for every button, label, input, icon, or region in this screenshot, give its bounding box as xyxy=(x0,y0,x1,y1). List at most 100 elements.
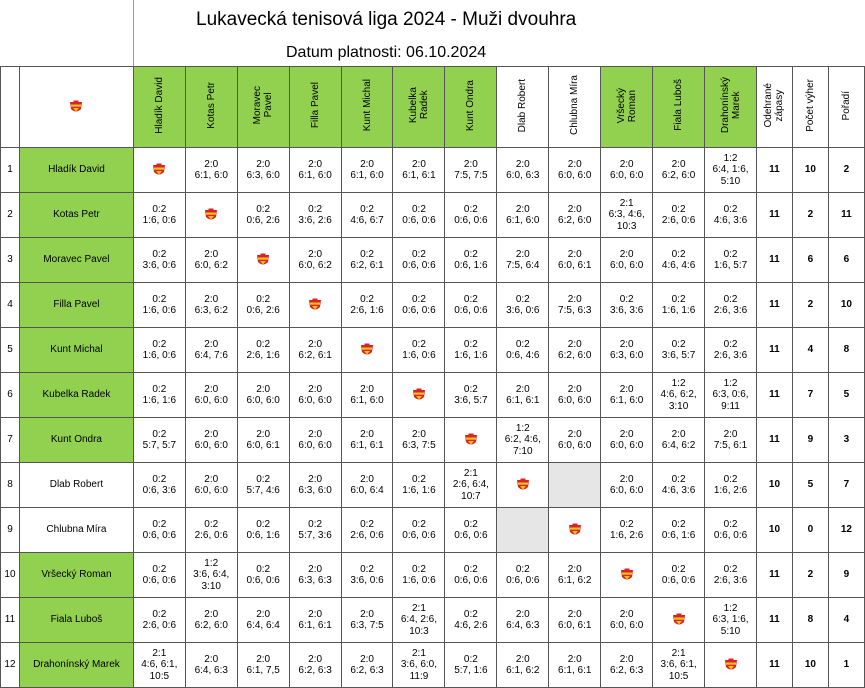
match-result: 0:2 4:6, 3:6 xyxy=(652,462,706,508)
match-result: 0:2 2:6, 0:6 xyxy=(340,507,394,553)
column-header-player: Vršecký Roman xyxy=(600,66,654,148)
match-result: 0:2 6:2, 6:1 xyxy=(340,237,394,283)
match-result: 2:0 6:4, 6:2 xyxy=(652,417,706,463)
played-count: 11 xyxy=(755,597,793,643)
match-result: 2:0 6:2, 6:0 xyxy=(184,597,238,643)
corner-logo-cell xyxy=(18,66,134,148)
match-result: 0:2 0:6, 0:6 xyxy=(392,192,446,238)
match-result: 0:2 5:7, 5:7 xyxy=(132,417,186,463)
match-result: 0:2 3:6, 5:7 xyxy=(652,327,706,373)
row-index: 10 xyxy=(0,552,20,598)
self-match-cell xyxy=(548,507,602,553)
row-index: 9 xyxy=(0,507,20,553)
match-result: 1:2 6:2, 4:6, 7:10 xyxy=(496,417,550,463)
match-result: 2:1 6:4, 2:6, 10:3 xyxy=(392,597,446,643)
self-match-cell xyxy=(444,417,498,463)
player-name: Fiala Luboš xyxy=(18,597,134,643)
match-result: 0:2 3:6, 5:7 xyxy=(444,372,498,418)
match-result: 0:2 1:6, 5:7 xyxy=(704,237,757,283)
match-result: 2:0 6:1, 6:0 xyxy=(340,372,394,418)
match-result: 0:2 0:6, 0:6 xyxy=(444,507,498,553)
player-name: Drahonínský Marek xyxy=(18,642,134,688)
table-row: 3 Moravec Pavel 0:2 3:6, 0:6 2:0 6:0, 6:2 2:… xyxy=(0,237,865,283)
match-result: 2:0 6:1, 6:1 xyxy=(340,417,394,463)
column-header-player-label: Kunt Michal xyxy=(361,79,373,132)
table-row: 6 Kubelka Radek 0:2 1:6, 1:6 2:0 6:0, 6:0 2:… xyxy=(0,372,865,418)
match-result: 2:0 6:3, 6:0 xyxy=(288,462,342,508)
row-index: 8 xyxy=(0,462,20,508)
match-result: 2:0 6:1, 6:2 xyxy=(496,642,550,688)
unplayed-cell xyxy=(496,507,550,553)
match-result: 1:2 3:6, 6:4, 3:10 xyxy=(184,552,238,598)
column-header-player: Drahonínský Marek xyxy=(704,66,757,148)
played-count: 11 xyxy=(755,642,793,688)
match-result: 2:0 6:2, 6:3 xyxy=(288,642,342,688)
table-row: 7 Kunt Ondra 0:2 5:7, 5:7 2:0 6:0, 6:0 2:0 6… xyxy=(0,417,865,463)
player-name: Kotas Petr xyxy=(18,192,134,238)
wins-count: 5 xyxy=(791,462,829,508)
table-row: 1 Hladík David 2:0 6:1, 6:0 2:0 6:3, 6:0 2:0… xyxy=(0,147,865,193)
match-result: 2:1 2:6, 6:4, 10:7 xyxy=(444,462,498,508)
club-logo-icon xyxy=(309,298,322,310)
match-result: 0:2 0:6, 4:6 xyxy=(496,327,550,373)
played-count: 11 xyxy=(755,147,793,193)
match-result: 2:0 6:4, 6:3 xyxy=(184,642,238,688)
match-result: 2:0 6:1, 6:0 xyxy=(288,147,342,193)
column-header-player-label: Drahonínský Marek xyxy=(719,77,742,134)
column-header-played-label: Odehrané zápasy xyxy=(763,83,786,128)
match-result: 2:0 6:0, 6:1 xyxy=(548,597,602,643)
match-result: 2:0 6:3, 7:5 xyxy=(392,417,446,463)
row-index: 1 xyxy=(0,147,20,193)
wins-count: 10 xyxy=(791,642,829,688)
column-header-player-label: Chlubna Míra xyxy=(569,75,581,136)
match-result: 2:0 6:2, 6:0 xyxy=(548,327,602,373)
self-match-cell xyxy=(600,552,654,598)
match-result: 2:0 6:4, 6:4 xyxy=(236,597,290,643)
match-result: 2:0 6:4, 7:6 xyxy=(184,327,238,373)
match-result: 2:0 6:0, 6:0 xyxy=(600,237,654,283)
match-result: 0:2 1:6, 1:6 xyxy=(392,462,446,508)
match-result: 0:2 0:6, 0:6 xyxy=(392,237,446,283)
row-index: 5 xyxy=(0,327,20,373)
header-divider xyxy=(133,0,134,67)
column-header-played: Odehrané zápasy xyxy=(755,66,793,148)
club-logo-icon xyxy=(412,388,425,400)
row-index: 4 xyxy=(0,282,20,328)
match-result: 2:0 6:0, 6:0 xyxy=(600,147,654,193)
club-logo-icon xyxy=(568,523,581,535)
rank-value: 7 xyxy=(827,462,865,508)
rank-value: 4 xyxy=(827,597,865,643)
club-logo-icon xyxy=(620,568,633,580)
page-title: Lukavecká tenisová liga 2024 - Muži dvou… xyxy=(196,9,577,30)
player-name: Hladík David xyxy=(18,147,134,193)
wins-count: 4 xyxy=(791,327,829,373)
match-result: 0:2 2:6, 3:6 xyxy=(704,552,757,598)
match-result: 0:2 5:7, 4:6 xyxy=(236,462,290,508)
match-result: 0:2 2:6, 1:6 xyxy=(340,282,394,328)
player-name: Kubelka Radek xyxy=(18,372,134,418)
match-result: 2:0 7:5, 7:5 xyxy=(444,147,498,193)
match-result: 0:2 4:6, 3:6 xyxy=(704,192,757,238)
match-result: 2:0 6:0, 6:0 xyxy=(548,147,602,193)
club-logo-icon xyxy=(361,343,374,355)
column-header-player: Filla Pavel xyxy=(288,66,342,148)
match-result: 2:0 6:3, 6:3 xyxy=(288,552,342,598)
match-result: 0:2 5:7, 3:6 xyxy=(288,507,342,553)
played-count: 10 xyxy=(755,507,793,553)
table-row: 9 Chlubna Míra 0:2 0:6, 0:6 0:2 2:6, 0:6 0:2… xyxy=(0,507,865,553)
table-row: 11 Fiala Luboš 0:2 2:6, 0:6 2:0 6:2, 6:0 2:0… xyxy=(0,597,865,643)
player-name: Kunt Michal xyxy=(18,327,134,373)
match-result: 0:2 1:6, 0:6 xyxy=(132,192,186,238)
match-result: 0:2 0:6, 0:6 xyxy=(496,552,550,598)
column-header-player: Dlab Robert xyxy=(496,66,550,148)
match-result: 0:2 2:6, 0:6 xyxy=(652,192,706,238)
unplayed-cell xyxy=(548,462,602,508)
match-result: 0:2 1:6, 0:6 xyxy=(132,282,186,328)
match-result: 0:2 0:6, 2:6 xyxy=(236,282,290,328)
match-result: 2:0 6:1, 6:0 xyxy=(340,147,394,193)
match-result: 0:2 2:6, 3:6 xyxy=(704,282,757,328)
match-result: 2:0 6:0, 6:1 xyxy=(236,417,290,463)
wins-count: 9 xyxy=(791,417,829,463)
rank-value: 2 xyxy=(827,147,865,193)
match-result: 2:0 6:0, 6:0 xyxy=(236,372,290,418)
